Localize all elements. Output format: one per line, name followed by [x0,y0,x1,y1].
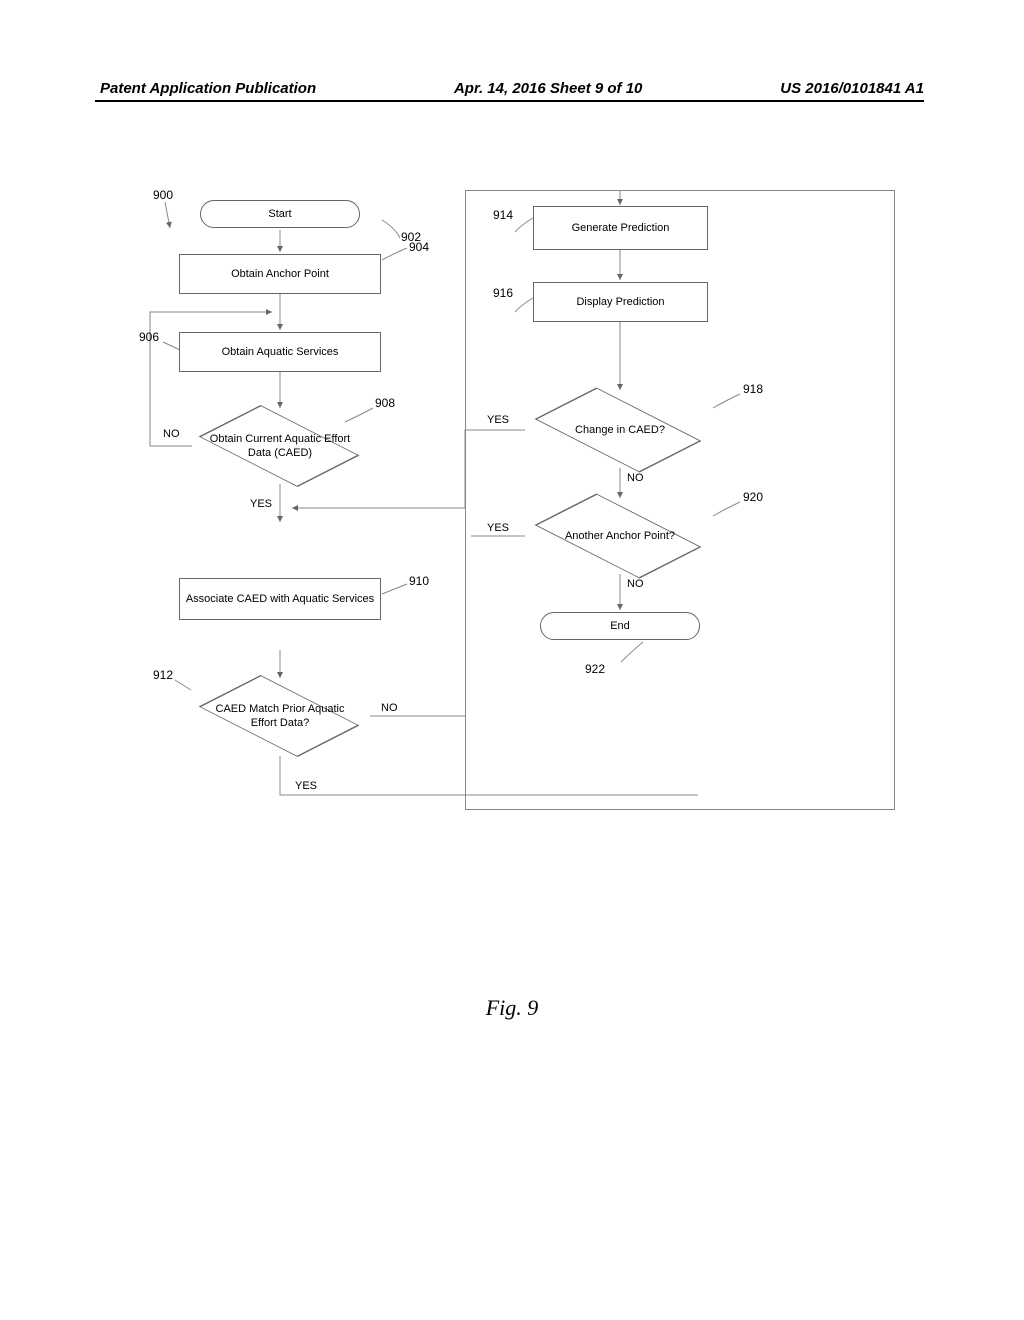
no-label-908: NO [163,428,180,440]
ref-922: 922 [585,662,605,676]
header-rule [95,100,924,102]
flowchart: Start Obtain Anchor Point Obtain Aquatic… [145,190,895,810]
ref-908: 908 [375,396,395,410]
obtain-caed-label: Obtain Current Aquatic Effort Data (CAED… [192,432,368,461]
change-caed-label: Change in CAED? [575,423,665,437]
yes-label-912: YES [295,780,317,792]
ref-910: 910 [409,574,429,588]
another-anchor-label: Another Anchor Point? [565,529,675,543]
header: Patent Application Publication Apr. 14, … [0,80,1024,97]
ref-914: 914 [493,208,513,222]
obtain-anchor-node: Obtain Anchor Point [179,254,381,294]
ref-904: 904 [409,240,429,254]
match-prior-label: CAED Match Prior Aquatic Effort Data? [192,702,368,731]
no-label-920: NO [627,578,644,590]
change-caed-diamond: Change in CAED? [527,392,713,468]
yes-label-908: YES [250,498,272,510]
match-prior-diamond: CAED Match Prior Aquatic Effort Data? [192,678,368,754]
associate-label: Associate CAED with Aquatic Services [186,592,374,606]
ref-918: 918 [743,382,763,396]
ref-912: 912 [153,668,173,682]
ref-900: 900 [153,188,173,202]
start-label: Start [268,207,291,221]
obtain-services-label: Obtain Aquatic Services [222,345,339,359]
gen-pred-node: Generate Prediction [533,206,708,250]
obtain-caed-diamond: Obtain Current Aquatic Effort Data (CAED… [192,408,368,484]
header-right: US 2016/0101841 A1 [780,80,924,97]
ref-906: 906 [139,330,159,344]
disp-pred-node: Display Prediction [533,282,708,322]
start-node: Start [200,200,360,228]
no-label-918: NO [627,472,644,484]
end-node: End [540,612,700,640]
figure-label: Fig. 9 [0,995,1024,1021]
no-label-912: NO [381,702,398,714]
yes-label-920: YES [487,522,509,534]
obtain-services-node: Obtain Aquatic Services [179,332,381,372]
gen-pred-label: Generate Prediction [572,221,670,235]
disp-pred-label: Display Prediction [576,295,664,309]
yes-label-918: YES [487,414,509,426]
header-left: Patent Application Publication [100,80,316,97]
another-anchor-diamond: Another Anchor Point? [527,498,713,574]
header-center: Apr. 14, 2016 Sheet 9 of 10 [454,80,642,97]
obtain-anchor-label: Obtain Anchor Point [231,267,329,281]
ref-916: 916 [493,286,513,300]
end-label: End [610,619,630,633]
associate-node: Associate CAED with Aquatic Services [179,578,381,620]
ref-920: 920 [743,490,763,504]
